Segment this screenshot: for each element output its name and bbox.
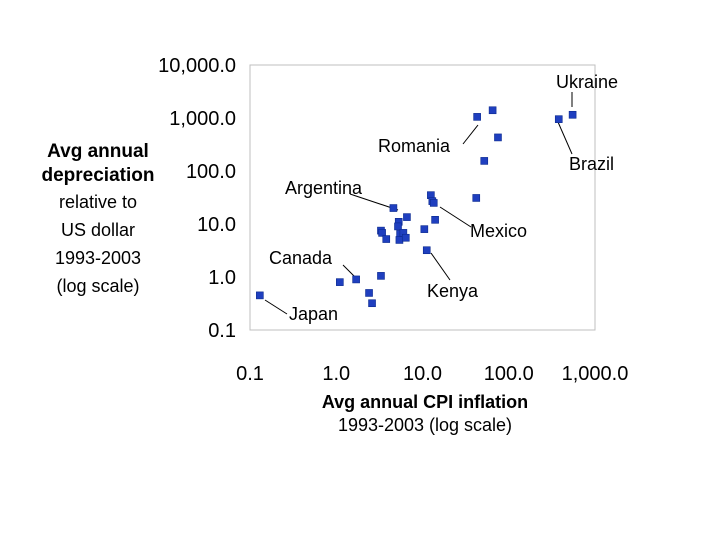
annotation-leader-line <box>264 299 288 315</box>
annotation-mexico: Mexico <box>470 221 527 241</box>
y-tick-label: 1,000.0 <box>169 108 236 130</box>
annotation-ukraine: Ukraine <box>556 72 618 92</box>
annotation-brazil: Brazil <box>569 154 614 174</box>
plot-area <box>249 64 596 331</box>
data-point <box>472 194 481 202</box>
annotation-kenya: Kenya <box>427 281 479 301</box>
y-tick-label: 10.0 <box>197 214 236 236</box>
y-axis-sub-line-1: relative to <box>58 192 138 212</box>
data-point <box>389 204 398 212</box>
data-point <box>422 246 431 255</box>
annotation-argentina: Argentina <box>285 178 363 198</box>
y-tick-labels: 10,000.0 1,000.0 100.0 10.0 1.0 0.1 <box>158 55 236 342</box>
data-point <box>403 213 411 221</box>
annotation-leader-line <box>557 121 573 155</box>
annotation-leader-line <box>462 124 479 145</box>
x-tick-label: 1.0 <box>322 363 350 385</box>
y-tick-label: 1.0 <box>208 267 236 289</box>
x-axis-label-sub: 1993-2003 (log scale) <box>337 415 513 435</box>
x-axis-label-main: Avg annual CPI inflation <box>321 392 529 412</box>
y-axis-sub-line-4: (log scale) <box>56 276 140 296</box>
data-point <box>494 133 502 142</box>
y-axis-label: Avg annual depreciation relative to US d… <box>18 140 178 300</box>
annotation-leader-line <box>430 252 451 281</box>
y-tick-label: 10,000.0 <box>158 55 236 77</box>
y-axis-label-line-2: depreciation <box>41 165 155 186</box>
data-point <box>420 225 429 233</box>
x-axis-label: Avg annual CPI inflation 1993-2003 (log … <box>250 390 600 436</box>
data-point <box>488 106 497 115</box>
data-point <box>256 291 264 300</box>
data-point <box>568 110 577 119</box>
x-tick-label: 10.0 <box>403 363 442 385</box>
x-tick-label: 100.0 <box>484 363 534 385</box>
y-tick-label: 100.0 <box>186 161 236 183</box>
y-axis-sub-line-3: 1993-2003 <box>54 248 142 268</box>
data-point <box>429 199 438 207</box>
annotation-canada: Canada <box>269 248 333 268</box>
data-point <box>395 236 404 244</box>
x-tick-labels: 0.1 1.0 10.0 100.0 1,000.0 <box>236 363 628 385</box>
data-point <box>378 229 386 237</box>
annotation-leader-line <box>439 206 472 228</box>
data-point <box>336 278 344 286</box>
data-points <box>256 106 577 308</box>
data-point <box>554 115 563 123</box>
y-axis-label-line-1: Avg annual <box>47 141 149 162</box>
data-point <box>431 216 439 224</box>
data-point <box>401 233 410 242</box>
data-point <box>382 235 391 243</box>
data-point <box>352 275 360 284</box>
y-axis-sub-line-2: US dollar <box>60 220 136 240</box>
annotation-japan: Japan <box>289 304 338 324</box>
data-point <box>394 222 402 231</box>
data-point <box>480 157 489 165</box>
data-point <box>365 289 373 297</box>
x-tick-label: 1,000.0 <box>562 363 629 385</box>
y-tick-label: 0.1 <box>208 320 236 342</box>
annotation-romania: Romania <box>378 136 451 156</box>
data-point <box>368 299 376 308</box>
annotation-labels: Ukraine Romania Brazil Argentina Mexico Canad… <box>269 72 618 324</box>
data-point <box>377 272 385 280</box>
x-tick-label: 0.1 <box>236 363 264 385</box>
data-point <box>473 113 481 121</box>
